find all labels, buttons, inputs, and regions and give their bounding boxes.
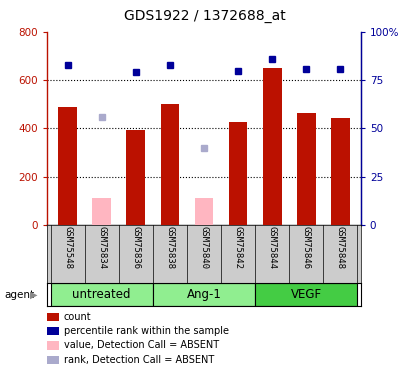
Text: VEGF: VEGF xyxy=(290,288,321,301)
Bar xyxy=(92,198,111,225)
Text: GSM75848: GSM75848 xyxy=(335,226,344,269)
Bar xyxy=(296,113,315,225)
Bar xyxy=(126,130,145,225)
Text: GSM75844: GSM75844 xyxy=(267,226,276,269)
Text: rank, Detection Call = ABSENT: rank, Detection Call = ABSENT xyxy=(63,355,213,364)
Bar xyxy=(262,68,281,225)
Text: count: count xyxy=(63,312,91,322)
Bar xyxy=(254,283,357,306)
Bar xyxy=(160,104,179,225)
Text: GSM75842: GSM75842 xyxy=(233,226,242,269)
Text: GSM75840: GSM75840 xyxy=(199,226,208,269)
Text: GSM75846: GSM75846 xyxy=(301,226,310,269)
Text: GSM75838: GSM75838 xyxy=(165,226,174,269)
Text: percentile rank within the sample: percentile rank within the sample xyxy=(63,326,228,336)
Bar xyxy=(330,118,349,225)
Text: untreated: untreated xyxy=(72,288,130,301)
Text: GDS1922 / 1372688_at: GDS1922 / 1372688_at xyxy=(124,9,285,23)
Bar xyxy=(58,107,77,225)
Bar xyxy=(50,283,153,306)
Text: ▶: ▶ xyxy=(30,290,37,300)
Bar xyxy=(194,198,213,225)
Text: Ang-1: Ang-1 xyxy=(186,288,221,301)
Text: GSM75834: GSM75834 xyxy=(97,226,106,269)
Text: value, Detection Call = ABSENT: value, Detection Call = ABSENT xyxy=(63,340,218,350)
Bar xyxy=(228,122,247,225)
Text: agent: agent xyxy=(4,290,34,300)
Text: GSM75836: GSM75836 xyxy=(131,226,140,269)
Bar xyxy=(153,283,254,306)
Text: GSM75548: GSM75548 xyxy=(63,226,72,269)
